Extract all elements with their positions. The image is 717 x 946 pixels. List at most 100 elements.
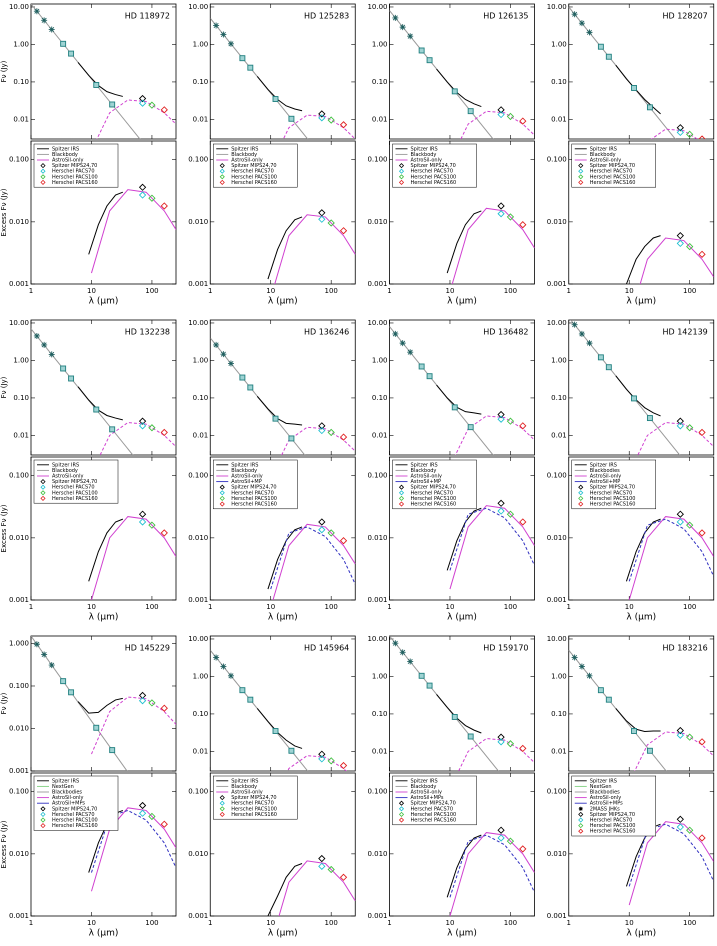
photometry-point: [497, 415, 505, 423]
legend-label: Herschel PACS100: [52, 818, 98, 824]
star-label: HD 145964: [304, 644, 349, 653]
legend-swatch: [578, 817, 584, 823]
photometry-point: [519, 744, 527, 753]
legend-swatch: [219, 484, 225, 490]
model-line: [436, 384, 482, 415]
photometry-point: [41, 341, 48, 348]
photometry-point: [497, 738, 505, 746]
photometry-point: [676, 731, 684, 739]
photometry-point: [339, 537, 348, 545]
legend-swatch: [219, 163, 225, 169]
photometry-point: [686, 424, 694, 432]
legend-swatch: [219, 795, 225, 801]
legend-swatch: [40, 179, 46, 185]
photometry-point: [686, 521, 694, 529]
photometry-point: [148, 424, 156, 432]
legend-label: Spitzer MIPS24,70: [231, 163, 276, 169]
photometry-point: [148, 194, 156, 202]
legend-label: Herschel PACS160: [411, 818, 457, 824]
y-tick-label: 0.001: [547, 912, 567, 920]
legend-label: AstroSil-only: [231, 474, 262, 480]
legend-label: Spitzer MIPS24,70: [411, 485, 456, 491]
photometry-point: [327, 529, 335, 537]
model-line: [210, 17, 309, 139]
y-tick-label: 0.010: [367, 218, 387, 226]
legend-label: Herschel PACS160: [590, 502, 636, 508]
x-axis-label: λ (μm): [447, 929, 477, 939]
legend-label: AstroSil-only: [52, 474, 83, 480]
photometry-point: [247, 696, 254, 703]
photometry-point: [605, 364, 612, 371]
y-tick-label: 0.100: [9, 156, 29, 164]
panel-frame: [30, 456, 177, 601]
y-tick-label: 0.001: [9, 280, 29, 288]
model-line: [256, 708, 303, 749]
legend-swatch: [40, 823, 46, 829]
photometry-point: [686, 130, 694, 138]
x-tick-label: 10: [266, 919, 275, 927]
photometry-point: [288, 435, 295, 442]
y-tick-label: 0.01: [372, 747, 388, 755]
photometry-point: [392, 14, 399, 21]
photometry-point: [148, 812, 156, 821]
plot-area: [389, 10, 535, 139]
photometry-point: [506, 112, 515, 121]
model-line: [628, 516, 714, 600]
photometry-point: [676, 417, 684, 425]
panel-frame: [568, 140, 715, 285]
y-tick-label: 0.001: [188, 912, 208, 920]
legend-label: Spitzer IRS: [411, 462, 438, 468]
photometry-point: [676, 510, 684, 518]
photometry-point: [506, 510, 515, 518]
legend-label: AstroSil-only: [590, 158, 621, 164]
y-tick-label: 0.001: [188, 280, 208, 288]
legend-label: Spitzer IRS: [411, 778, 438, 784]
photometry-point: [318, 750, 326, 758]
y-tick-label: 0.001: [367, 912, 387, 920]
photometry-point: [586, 340, 593, 347]
legend-box: [213, 459, 298, 510]
legend-label: AstroSil-only: [231, 790, 262, 796]
photometry-point: [41, 17, 48, 24]
photometry-point: [327, 116, 335, 124]
y-tick-label: 1.00: [193, 40, 209, 48]
legend-box: [33, 143, 119, 188]
model-line: [628, 823, 714, 887]
y-tick-label: 0.010: [9, 534, 29, 542]
photometry-point: [339, 761, 348, 770]
legend-label: Blackbodies: [590, 790, 620, 796]
photometry-point: [646, 104, 653, 111]
panel-frame: [209, 772, 356, 917]
photometry-point: [138, 183, 147, 191]
legend-swatch: [578, 174, 584, 180]
x-tick-label: 1: [208, 603, 212, 611]
photometry-point: [148, 521, 156, 529]
photometry-point: [109, 747, 116, 754]
photometry-point: [519, 117, 527, 125]
photometry-point: [506, 417, 515, 425]
legend-label: AstroSil+MPs: [411, 795, 444, 801]
photometry-point: [698, 529, 706, 537]
legend-label: Herschel PACS160: [590, 829, 636, 835]
model-line: [77, 386, 123, 421]
legend-label: Spitzer MIPS24,70: [231, 795, 276, 801]
legend-label: Herschel PACS160: [590, 180, 636, 186]
photometry-point: [227, 672, 234, 679]
x-tick-label: 1: [387, 919, 391, 927]
legend-label: Blackbody: [231, 784, 257, 790]
model-line: [77, 62, 123, 97]
legend-label: Spitzer MIPS24,70: [411, 801, 456, 807]
photometry-point: [519, 221, 527, 229]
model-line: [458, 738, 535, 771]
panel-frame: [30, 319, 177, 456]
x-axis-label: λ (μm): [89, 929, 119, 939]
photometry-point: [578, 330, 585, 337]
legend-label: Herschel PACS70: [52, 169, 95, 175]
legend-swatch: [40, 174, 46, 180]
photometry-point: [519, 845, 527, 853]
legend-label: Herschel PACS100: [231, 496, 277, 502]
x-tick-label: 100: [145, 287, 158, 295]
y-tick-label: 1.00: [193, 672, 209, 680]
y-tick-label: 0.10: [551, 394, 567, 402]
x-tick-label: 100: [504, 919, 517, 927]
